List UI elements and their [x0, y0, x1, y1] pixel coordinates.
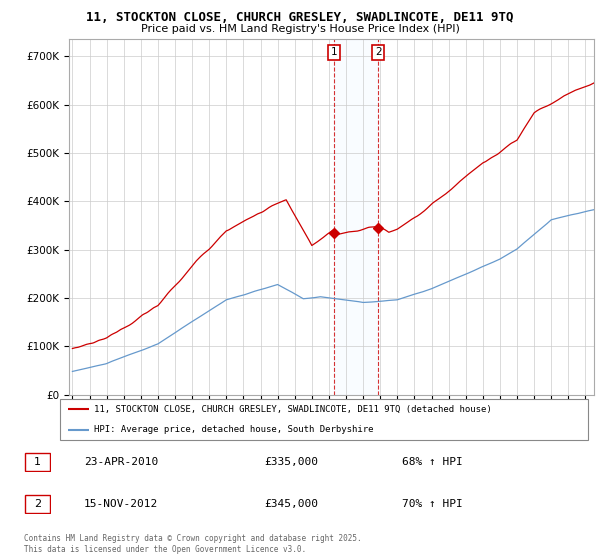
Text: 68% ↑ HPI: 68% ↑ HPI — [402, 457, 463, 467]
Text: £335,000: £335,000 — [264, 457, 318, 467]
Text: 2: 2 — [375, 47, 382, 57]
Text: 15-NOV-2012: 15-NOV-2012 — [84, 499, 158, 509]
Bar — [334, 39, 378, 395]
Text: 2: 2 — [34, 499, 41, 509]
FancyBboxPatch shape — [25, 495, 50, 513]
Text: HPI: Average price, detached house, South Derbyshire: HPI: Average price, detached house, Sout… — [94, 425, 374, 434]
Text: £345,000: £345,000 — [264, 499, 318, 509]
Text: 1: 1 — [331, 47, 337, 57]
Text: 1: 1 — [34, 457, 41, 467]
Text: Contains HM Land Registry data © Crown copyright and database right 2025.
This d: Contains HM Land Registry data © Crown c… — [24, 534, 362, 554]
FancyBboxPatch shape — [60, 399, 588, 440]
Text: 23-APR-2010: 23-APR-2010 — [84, 457, 158, 467]
Text: 70% ↑ HPI: 70% ↑ HPI — [402, 499, 463, 509]
Text: 11, STOCKTON CLOSE, CHURCH GRESLEY, SWADLINCOTE, DE11 9TQ (detached house): 11, STOCKTON CLOSE, CHURCH GRESLEY, SWAD… — [94, 405, 492, 414]
Text: Price paid vs. HM Land Registry's House Price Index (HPI): Price paid vs. HM Land Registry's House … — [140, 24, 460, 34]
Text: 11, STOCKTON CLOSE, CHURCH GRESLEY, SWADLINCOTE, DE11 9TQ: 11, STOCKTON CLOSE, CHURCH GRESLEY, SWAD… — [86, 11, 514, 24]
FancyBboxPatch shape — [25, 453, 50, 471]
